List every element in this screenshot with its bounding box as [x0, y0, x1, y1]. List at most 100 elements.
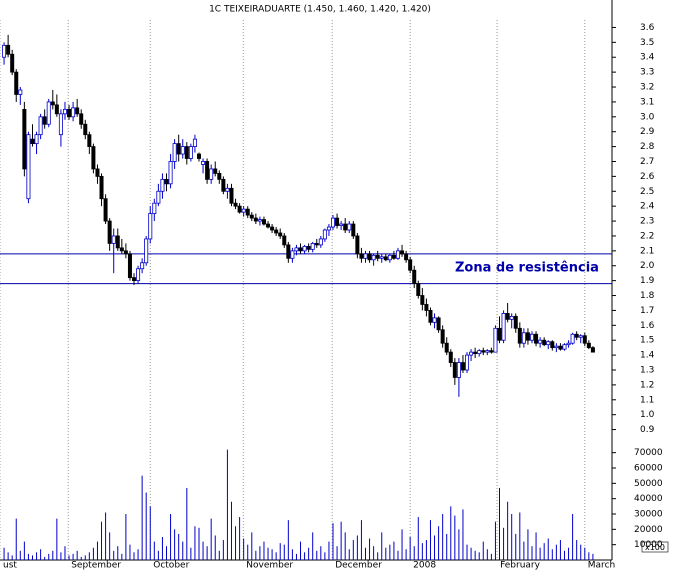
- candle-body: [550, 341, 555, 349]
- candle-body: [359, 253, 364, 259]
- candle-body: [517, 327, 522, 344]
- candle-body: [298, 247, 303, 252]
- candle-body: [270, 226, 275, 231]
- candle-body: [152, 202, 157, 215]
- candle-body: [412, 269, 417, 285]
- unit-box: [641, 541, 669, 553]
- candle-body: [444, 342, 449, 353]
- y-tick-label: 1.0: [640, 410, 655, 420]
- candle-body: [286, 244, 291, 259]
- candle-body: [343, 223, 348, 231]
- y-tick-label: 1.4: [640, 351, 655, 361]
- candle-body: [91, 146, 96, 170]
- candle-body: [578, 335, 583, 338]
- y-tick-label: 1.7: [640, 306, 654, 316]
- candle-body: [30, 138, 35, 145]
- candle-body: [160, 178, 165, 192]
- y-tick-label: 3.0: [640, 112, 655, 122]
- candle-body: [501, 313, 506, 341]
- candle-body: [387, 254, 392, 261]
- candle-body: [75, 107, 80, 115]
- candle-body: [521, 332, 526, 344]
- candle-body: [590, 347, 595, 353]
- y-tick-label: 2.2: [640, 231, 654, 241]
- candle-body: [322, 229, 327, 240]
- candle-body: [237, 205, 242, 213]
- candle-body: [505, 313, 510, 320]
- candle-body: [188, 146, 193, 159]
- x-tick-label: March: [588, 561, 615, 570]
- candle-body: [156, 190, 161, 204]
- y-tick-label: 10000: [634, 540, 663, 550]
- candle-body: [119, 247, 124, 252]
- candle-body: [428, 310, 433, 323]
- candle-body: [217, 173, 222, 180]
- candle-body: [383, 256, 388, 261]
- y-tick-label: 2.5: [640, 187, 654, 197]
- y-tick-label: 2.4: [640, 202, 655, 212]
- candle-body: [136, 268, 141, 282]
- candle-body: [266, 223, 271, 228]
- candle-body: [542, 339, 547, 346]
- candle-body: [26, 134, 31, 200]
- candle-body: [318, 238, 323, 246]
- candle-body: [489, 350, 494, 353]
- candle-body: [367, 253, 372, 261]
- candle-body: [481, 350, 486, 353]
- candle-body: [534, 333, 539, 344]
- candle-body: [225, 187, 230, 192]
- candle-body: [79, 113, 84, 125]
- candle-body: [38, 116, 43, 136]
- candle-body: [144, 238, 149, 264]
- candle-body: [513, 315, 518, 329]
- candle-body: [570, 333, 575, 344]
- candle-body: [416, 283, 421, 296]
- candle-body: [192, 138, 197, 147]
- candle-body: [302, 245, 307, 252]
- candle-body: [469, 351, 474, 356]
- x-tick-label: September: [71, 561, 121, 570]
- candle-body: [493, 327, 498, 353]
- candle-body: [172, 143, 177, 162]
- candle-body: [440, 329, 445, 344]
- candle-body: [379, 256, 384, 259]
- y-tick-label: 2.9: [640, 127, 655, 137]
- x-tick-label: ust: [3, 561, 17, 570]
- candle-body: [460, 362, 465, 371]
- y-tick-label: 2.8: [640, 142, 655, 152]
- candle-body: [123, 250, 128, 255]
- candle-body: [497, 327, 502, 341]
- chart-title: 1C TEIXEIRADUARTE (1.450, 1.460, 1.420, …: [209, 5, 431, 15]
- y-tick-label: 2.3: [640, 217, 654, 227]
- candle-body: [99, 175, 104, 200]
- candle-body: [140, 262, 145, 270]
- y-tick-label: 1.5: [640, 336, 654, 346]
- candle-body: [18, 89, 23, 95]
- candle-body: [201, 161, 206, 165]
- candle-body: [282, 235, 287, 246]
- y-tick-label: 1.8: [640, 291, 655, 301]
- candle-body: [196, 153, 201, 159]
- candle-body: [566, 342, 571, 346]
- y-tick-label: 1.2: [640, 380, 654, 390]
- candle-body: [67, 108, 72, 118]
- candle-body: [241, 208, 246, 213]
- candle-body: [424, 304, 429, 311]
- candle-body: [331, 217, 336, 228]
- candle-body: [420, 295, 425, 305]
- candle-body: [34, 134, 39, 145]
- candle-body: [456, 362, 461, 378]
- y-tick-label: 60000: [634, 464, 663, 474]
- candle-body: [83, 123, 88, 136]
- y-tick-label: 1.9: [640, 276, 655, 286]
- candle-body: [233, 202, 238, 207]
- candle-body: [477, 350, 482, 355]
- y-tick-label: 3.1: [640, 97, 654, 107]
- candle-body: [176, 143, 181, 155]
- candle-body: [87, 134, 92, 147]
- candle-body: [538, 339, 543, 344]
- candle-body: [485, 350, 490, 353]
- y-tick-label: 0.9: [640, 425, 655, 435]
- candle-body: [164, 178, 169, 185]
